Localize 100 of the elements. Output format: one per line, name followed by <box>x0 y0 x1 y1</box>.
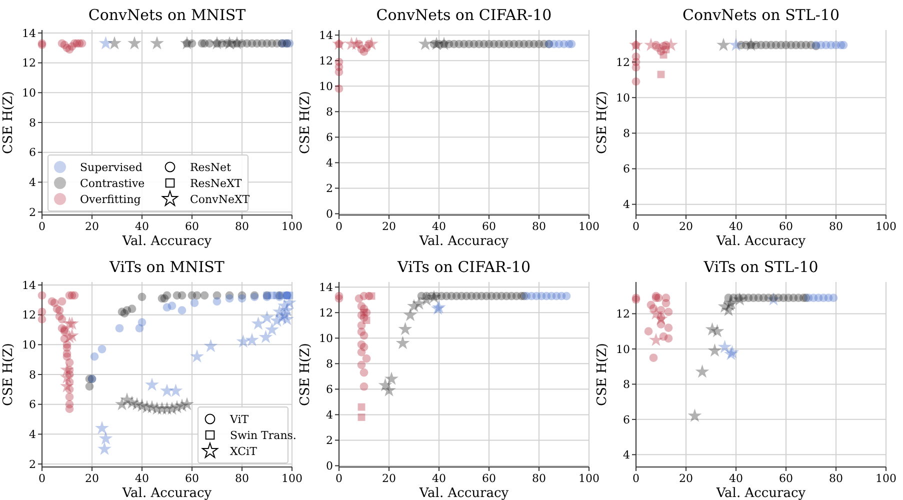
y-axis-title: CSE H(Z) <box>1 91 16 154</box>
point <box>644 38 658 52</box>
y-tick-label: 4 <box>29 176 36 190</box>
x-tick-label: 60 <box>185 472 199 485</box>
y-tick-label: 2 <box>326 434 333 448</box>
y-axis-title: CSE H(Z) <box>595 343 610 406</box>
x-tick-label: 100 <box>578 220 600 233</box>
x-tick-label: 20 <box>85 220 99 233</box>
y-tick-label: 8 <box>623 378 630 392</box>
point <box>115 324 124 332</box>
x-tick-label: 0 <box>632 220 640 233</box>
y-tick-label: 12 <box>22 56 36 70</box>
x-tick-label: 60 <box>185 220 199 233</box>
y-tick-label: 0 <box>326 460 333 473</box>
point <box>178 306 186 315</box>
y-tick-label: 2 <box>326 182 333 196</box>
point <box>662 298 670 308</box>
x-tick-label: 80 <box>829 220 843 233</box>
legend-label: ResNet <box>190 160 232 174</box>
point <box>265 322 279 336</box>
y-tick-label: 10 <box>22 86 36 100</box>
y-tick-label: 12 <box>319 54 333 68</box>
point <box>644 327 653 336</box>
point <box>362 354 371 363</box>
chart-title: ConvNets on CIFAR-10 <box>376 6 552 24</box>
point <box>238 294 246 303</box>
x-tick-label: 40 <box>729 220 743 233</box>
y-tick-label: 4 <box>623 448 630 462</box>
point <box>90 352 99 361</box>
x-tick-label: 40 <box>729 472 743 485</box>
point <box>708 343 722 357</box>
legend-label: ResNeXT <box>190 176 242 190</box>
x-tick-label: 60 <box>779 472 793 485</box>
point <box>95 420 109 434</box>
y-tick-label: 12 <box>616 308 630 321</box>
point <box>38 315 46 324</box>
y-tick-label: 6 <box>29 146 36 160</box>
point <box>649 354 658 362</box>
point <box>145 378 159 391</box>
x-axis-title: Val. Accuracy <box>418 234 510 249</box>
x-tick-label: 0 <box>38 472 46 485</box>
point <box>60 362 74 376</box>
point <box>38 308 46 316</box>
x-tick-label: 0 <box>632 472 640 485</box>
point <box>382 383 396 396</box>
point <box>664 308 673 316</box>
point <box>85 382 94 391</box>
point <box>418 36 432 50</box>
y-tick-label: 6 <box>623 413 630 426</box>
x-tick-label: 20 <box>382 220 396 233</box>
x-tick-label: 80 <box>235 472 249 485</box>
legend-label: XCiT <box>230 444 258 458</box>
point <box>718 340 732 354</box>
legend-label: Contrastive <box>80 176 145 190</box>
legend-label: Swin Trans. <box>230 428 296 442</box>
point <box>58 315 66 324</box>
point <box>65 392 74 402</box>
point <box>260 310 274 324</box>
y-tick-label: 8 <box>29 368 36 382</box>
point <box>664 334 673 343</box>
point <box>398 322 412 336</box>
point <box>62 349 72 358</box>
y-tick-label: 10 <box>22 338 36 352</box>
x-tick-label: 40 <box>135 472 149 485</box>
y-tick-label: 8 <box>29 116 36 130</box>
point <box>710 324 724 338</box>
y-tick-label: 6 <box>623 162 630 176</box>
point <box>334 84 344 93</box>
y-tick-label: 8 <box>326 106 333 119</box>
x-tick-label: 40 <box>432 220 446 233</box>
point <box>403 308 418 322</box>
x-tick-label: 100 <box>876 472 896 485</box>
point <box>654 312 668 325</box>
point <box>60 379 74 392</box>
point <box>60 370 74 384</box>
y-tick-label: 2 <box>29 206 36 219</box>
point <box>362 316 370 324</box>
point <box>664 324 673 332</box>
x-tick-label: 80 <box>829 472 843 485</box>
x-tick-label: 60 <box>779 220 793 233</box>
x-tick-label: 60 <box>482 472 496 485</box>
chart-title: ConvNets on STL-10 <box>682 6 840 24</box>
x-axis-title: Val. Accuracy <box>121 486 212 500</box>
y-tick-label: 10 <box>319 80 333 93</box>
point <box>829 294 838 302</box>
y-tick-label: 4 <box>29 428 36 442</box>
y-tick-label: 14 <box>319 280 333 294</box>
y-axis-title: CSE H(Z) <box>298 343 313 406</box>
point <box>190 349 204 363</box>
point <box>178 291 186 300</box>
y-tick-label: 12 <box>22 308 36 322</box>
x-tick-label: 0 <box>336 220 342 233</box>
point <box>98 431 113 445</box>
point <box>364 36 378 50</box>
legend-label: Supervised <box>80 160 142 174</box>
y-tick-label: 12 <box>616 56 630 69</box>
y-tick-label: 14 <box>319 28 333 42</box>
chart-title: ViTs on STL-10 <box>702 258 818 276</box>
x-tick-label: 40 <box>432 472 446 485</box>
point <box>162 291 172 300</box>
